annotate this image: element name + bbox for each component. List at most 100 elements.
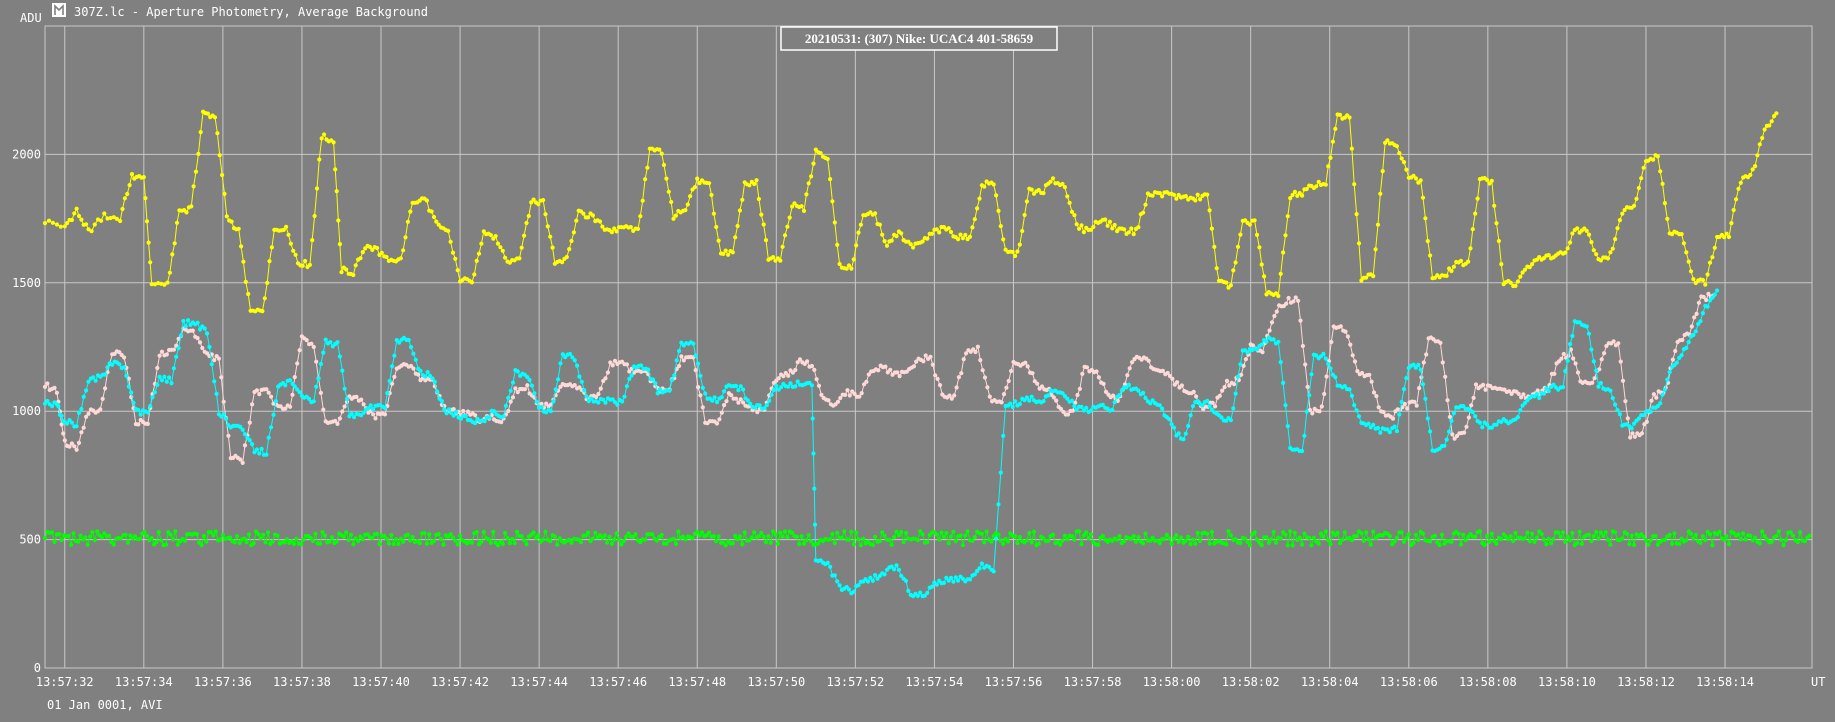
data-point xyxy=(1209,529,1214,535)
data-point xyxy=(785,535,790,540)
data-point xyxy=(54,222,60,227)
x-tick-label: 13:57:52 xyxy=(826,675,884,689)
x-tick-label: 13:57:46 xyxy=(589,675,647,689)
data-point xyxy=(1150,535,1155,540)
x-tick-label: 13:57:38 xyxy=(273,675,331,689)
data-point xyxy=(142,529,147,535)
data-point xyxy=(1428,429,1433,434)
data-point xyxy=(594,394,599,400)
chart-title: 20210531: (307) Nike: UCAC4 401-58659 xyxy=(805,31,1034,46)
data-point xyxy=(448,239,453,244)
data-point xyxy=(252,450,257,455)
data-point xyxy=(730,541,735,546)
data-point xyxy=(1048,179,1053,184)
data-point xyxy=(218,537,223,542)
data-point xyxy=(1710,543,1715,548)
data-point xyxy=(1041,536,1046,541)
data-point xyxy=(1604,343,1609,349)
data-point xyxy=(654,538,660,543)
data-point xyxy=(1307,535,1312,540)
data-point xyxy=(861,536,866,541)
data-point xyxy=(1305,384,1310,389)
data-point xyxy=(1060,538,1065,543)
data-point xyxy=(149,282,154,287)
data-point xyxy=(719,410,724,415)
data-point xyxy=(405,532,410,537)
data-point xyxy=(658,387,663,392)
data-point xyxy=(877,222,883,227)
data-point xyxy=(408,345,414,350)
data-point xyxy=(314,186,320,191)
data-point xyxy=(1051,395,1056,400)
data-point xyxy=(1748,172,1753,177)
data-point xyxy=(167,270,172,275)
data-point xyxy=(129,172,135,177)
data-point xyxy=(1354,534,1359,539)
data-point xyxy=(269,394,274,399)
data-point xyxy=(1420,382,1426,387)
data-point xyxy=(937,230,942,235)
data-point xyxy=(1525,530,1530,535)
data-point xyxy=(1494,221,1499,226)
data-point xyxy=(360,250,365,255)
data-point xyxy=(1584,228,1589,233)
data-point xyxy=(52,385,57,390)
data-point xyxy=(1461,532,1466,537)
data-point xyxy=(405,219,410,224)
data-point xyxy=(86,227,91,232)
data-point xyxy=(1594,252,1599,257)
data-point xyxy=(1023,360,1028,365)
data-point xyxy=(703,391,708,396)
data-point xyxy=(517,256,522,261)
data-point xyxy=(1738,537,1743,542)
data-point xyxy=(243,279,248,284)
data-point xyxy=(1378,430,1383,435)
data-point xyxy=(1176,539,1181,545)
data-point xyxy=(1310,411,1315,416)
data-point xyxy=(1468,246,1473,251)
data-point xyxy=(1224,378,1230,383)
data-point xyxy=(1238,232,1243,237)
data-point xyxy=(370,247,375,252)
data-point xyxy=(125,540,131,545)
data-point xyxy=(1361,538,1366,544)
data-point xyxy=(870,578,875,583)
data-point xyxy=(370,535,375,541)
data-point xyxy=(1684,345,1689,350)
data-point xyxy=(1767,123,1772,128)
data-point xyxy=(1348,342,1353,347)
data-point xyxy=(267,259,272,264)
data-point xyxy=(322,132,327,137)
data-point xyxy=(1328,155,1333,160)
data-point xyxy=(391,541,396,547)
data-point xyxy=(740,197,745,202)
data-point xyxy=(299,542,304,547)
data-point xyxy=(114,216,119,221)
data-point xyxy=(86,379,91,384)
data-point xyxy=(508,399,513,404)
data-point xyxy=(1017,534,1022,540)
data-point xyxy=(46,218,52,223)
data-point xyxy=(548,409,554,414)
data-point xyxy=(71,531,76,536)
data-point xyxy=(1293,295,1298,300)
data-point xyxy=(1444,273,1449,278)
data-point xyxy=(503,255,508,260)
data-point xyxy=(257,451,262,456)
data-point xyxy=(1651,392,1656,397)
data-point xyxy=(1783,538,1788,543)
data-point xyxy=(42,536,48,541)
data-point xyxy=(1160,406,1165,411)
data-point xyxy=(1541,391,1547,396)
data-point xyxy=(1603,530,1608,535)
data-point xyxy=(793,367,798,373)
data-point xyxy=(1397,151,1402,156)
data-point xyxy=(954,385,959,390)
data-point xyxy=(323,337,328,342)
data-point xyxy=(288,378,293,383)
data-point xyxy=(1458,258,1464,263)
data-point xyxy=(918,590,923,595)
data-point xyxy=(1704,297,1709,303)
data-point xyxy=(499,420,504,425)
data-point xyxy=(310,238,315,243)
